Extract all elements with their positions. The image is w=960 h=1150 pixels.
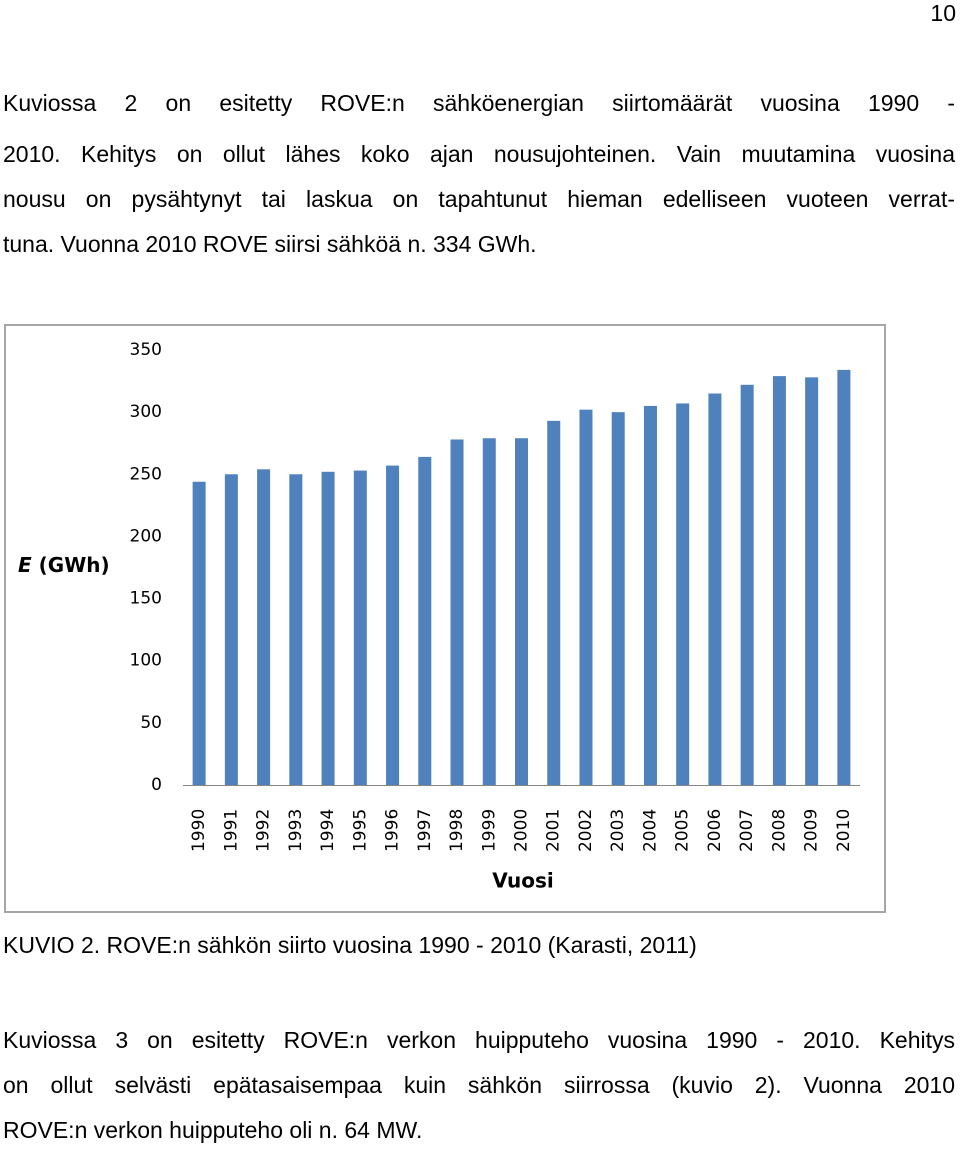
bar [353,470,367,785]
bar [772,376,786,785]
bar [805,377,819,785]
x-tick-label: 2006 [705,809,725,852]
bar [257,469,271,785]
y-tick-label: 200 [130,526,162,546]
x-tick-label: 1993 [286,809,306,852]
y-axis-unit: (GWh) [39,553,110,577]
bar [289,474,303,785]
bar [418,456,432,785]
x-tick-label: 2004 [640,809,660,852]
x-tick-label: 2008 [769,809,789,852]
paragraph-line: Kuviossa 3 on esitetty ROVE:n verkon hui… [3,1027,955,1053]
y-tick-label: 350 [130,340,162,360]
y-tick-label: 250 [130,464,162,484]
bar [579,409,593,785]
x-tick-label: 2003 [608,809,628,852]
x-tick-label: 2002 [576,809,596,852]
x-tick-label: 2000 [512,809,532,852]
x-tick-label: 2005 [673,809,693,852]
bar [611,412,625,785]
x-tick-label: 2009 [802,809,822,852]
bar [224,474,238,785]
x-tick-label: 2001 [544,809,564,852]
bar [192,481,206,785]
x-tick-label: 1990 [189,809,209,852]
paragraph-line: 2010. Kehitys on ollut lähes koko ajan n… [3,141,955,167]
x-tick-label: 1992 [254,809,274,852]
x-tick-label: 2007 [737,809,757,852]
paragraph-line: nousu on pysähtynyt tai laskua on tapaht… [3,186,955,212]
x-tick-label: 1999 [479,809,499,852]
y-axis-label: E (GWh) [18,553,110,577]
x-tick-label: 1998 [447,809,467,852]
y-tick-label: 300 [130,402,162,422]
caption: KUVIO 2. ROVE:n sähkön siirto vuosina 19… [3,932,697,958]
page-number: 10 [930,0,956,26]
bar [386,465,400,785]
chart-frame [4,324,886,913]
y-tick-label: 100 [130,651,162,671]
bar [837,369,851,785]
bar [482,438,496,785]
bar [740,384,754,785]
chart: E (GWh) Vuosi 0 50 100 150 200 250 300 350 1990 1… [4,324,886,913]
paragraph-line: on ollut selvästi epätasaisempaa kuin sä… [3,1072,955,1098]
bar [515,438,528,785]
x-tick-label: 1994 [318,809,338,852]
bar [643,405,657,785]
bar [676,403,690,785]
bar [708,393,722,785]
y-tick-label: 50 [140,713,162,733]
bar [547,420,561,785]
x-tick-label: 1991 [221,809,241,852]
y-tick-label: 0 [151,775,162,795]
paragraph-line: Kuviossa 2 on esitetty ROVE:n sähköenerg… [3,90,955,116]
x-axis-label: Vuosi [492,869,554,893]
bar [450,439,464,785]
x-tick-label: 1997 [415,809,435,852]
x-tick-label: 2010 [834,809,854,852]
paragraph-line: ROVE:n verkon huipputeho oli n. 64 MW. [3,1117,423,1143]
y-axis-symbol: E [18,553,32,577]
x-tick-label: 1995 [350,809,370,852]
paragraph-line: tuna. Vuonna 2010 ROVE siirsi sähköä n. … [3,231,537,257]
x-tick-label: 1996 [383,809,403,852]
bar [321,471,335,785]
y-tick-label: 150 [130,589,162,609]
